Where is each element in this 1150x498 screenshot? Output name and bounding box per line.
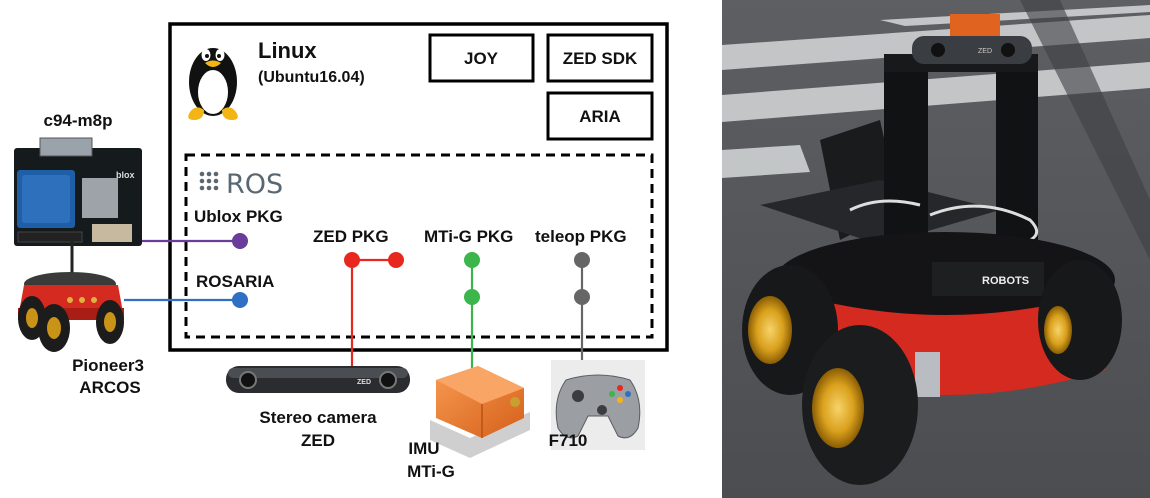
ros-logo-icon: ROS <box>199 169 283 200</box>
gamepad-image <box>551 360 645 450</box>
zed-node-left <box>344 252 360 268</box>
rosaria-node <box>232 292 248 308</box>
joy-box <box>428 33 535 83</box>
aria-label: ARIA <box>579 107 621 126</box>
zed-pkg-label: ZED PKG <box>313 227 389 246</box>
camera-label-line2: ZED <box>301 431 335 450</box>
ublox-pkg-label: Ublox PKG <box>194 207 283 226</box>
photo-camera-logo: ZED <box>978 48 992 55</box>
zed-node-right <box>388 252 404 268</box>
mtig-node-bottom <box>464 289 480 305</box>
pioneer3-robot-image <box>18 240 124 352</box>
gamepad-label: F710 <box>549 431 588 450</box>
mtig-node-top <box>464 252 480 268</box>
gps-board-label: c94-m8p <box>44 111 113 130</box>
zed-camera-logo: ZED <box>357 379 371 386</box>
zed-camera-image: ZED <box>226 366 410 393</box>
robot-label-line1: Pioneer3 <box>72 356 144 375</box>
photo-robot-brand: ROBOTS <box>982 275 1029 287</box>
joy-label: JOY <box>464 49 499 68</box>
teleop-node-top <box>574 252 590 268</box>
teleop-pkg-label: teleop PKG <box>535 227 627 246</box>
imu-image <box>430 366 530 458</box>
robot-photo: ZED ROBOTS <box>722 0 1150 498</box>
rosaria-label: ROSARIA <box>196 272 274 291</box>
linux-container <box>168 22 669 352</box>
zed-sdk-label: ZED SDK <box>563 49 638 68</box>
mtig-pkg-label: MTi-G PKG <box>424 227 513 246</box>
gps-board-brand: blox <box>116 170 135 180</box>
linux-subtitle: (Ubuntu16.04) <box>258 69 365 86</box>
imu-label-line2: MTi-G <box>407 462 455 481</box>
teleop-node-bottom <box>574 289 590 305</box>
linux-title: Linux <box>258 38 317 63</box>
ros-logo-text: ROS <box>226 169 283 200</box>
ros-container <box>184 153 654 339</box>
imu-label-line1: IMU <box>408 439 439 458</box>
tux-penguin-icon <box>188 48 238 120</box>
gps-board-image: blox <box>14 137 142 246</box>
ublox-node <box>232 233 248 249</box>
camera-label-line1: Stereo camera <box>259 408 377 427</box>
zed-sdk-box <box>546 33 654 83</box>
aria-box <box>546 91 654 141</box>
robot-label-line2: ARCOS <box>79 378 140 397</box>
